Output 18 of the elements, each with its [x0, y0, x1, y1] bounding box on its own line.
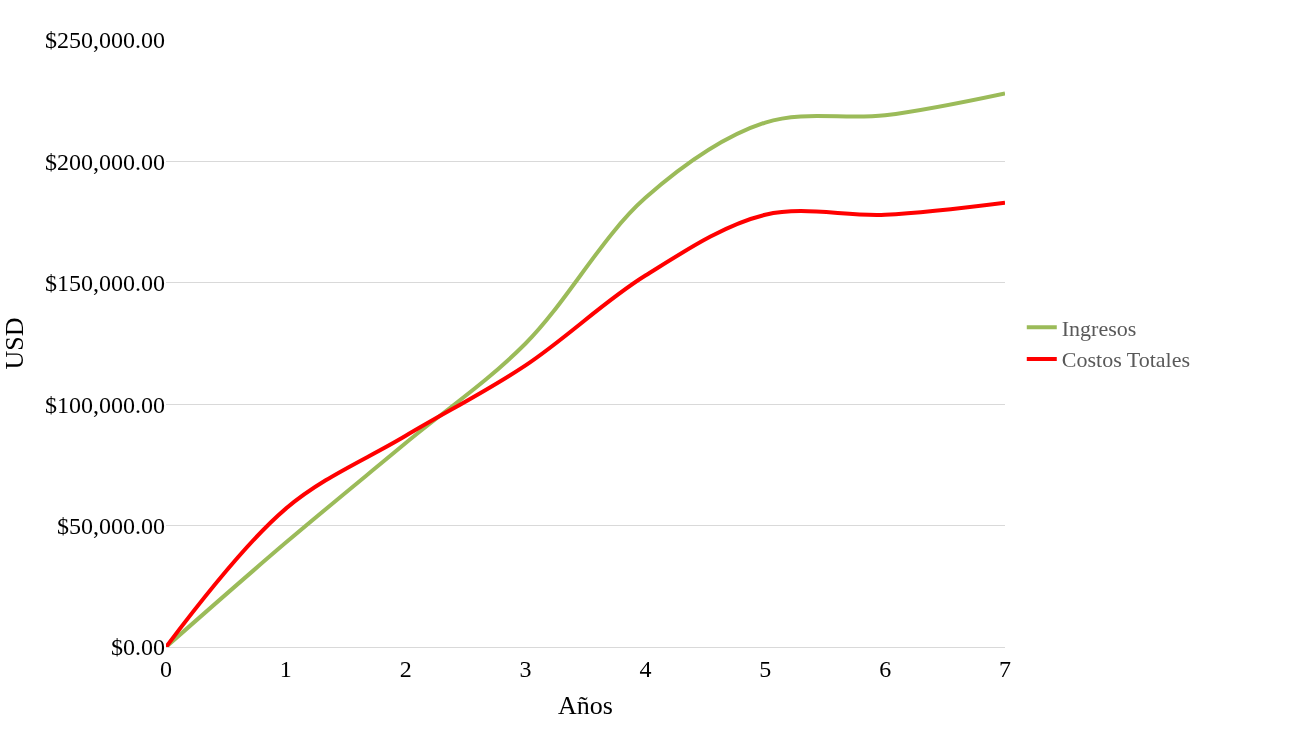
x-tick-label: 4 [639, 655, 652, 682]
y-tick-label: $150,000.00 [45, 270, 165, 297]
legend-label: Ingresos [1061, 315, 1137, 341]
line-series [166, 200, 1005, 647]
y-tick-label: $200,000.00 [45, 148, 165, 175]
y-tick-label: $100,000.00 [45, 391, 165, 418]
y-tick-label: $250,000.00 [45, 27, 165, 54]
y-axis-title: USD [0, 317, 29, 370]
x-axis-title: Años [558, 691, 613, 721]
x-tick-label: 3 [519, 655, 532, 682]
y-tick-label: $50,000.00 [57, 513, 165, 539]
x-tick-label: 2 [399, 655, 412, 682]
x-tick-label: 6 [879, 655, 892, 682]
x-tick-label: 1 [279, 655, 292, 682]
x-tick-label: 5 [759, 655, 772, 682]
legend-label: Costos Totales [1061, 347, 1191, 373]
x-tick-label: 7 [999, 655, 1011, 682]
line-series [166, 91, 1005, 647]
